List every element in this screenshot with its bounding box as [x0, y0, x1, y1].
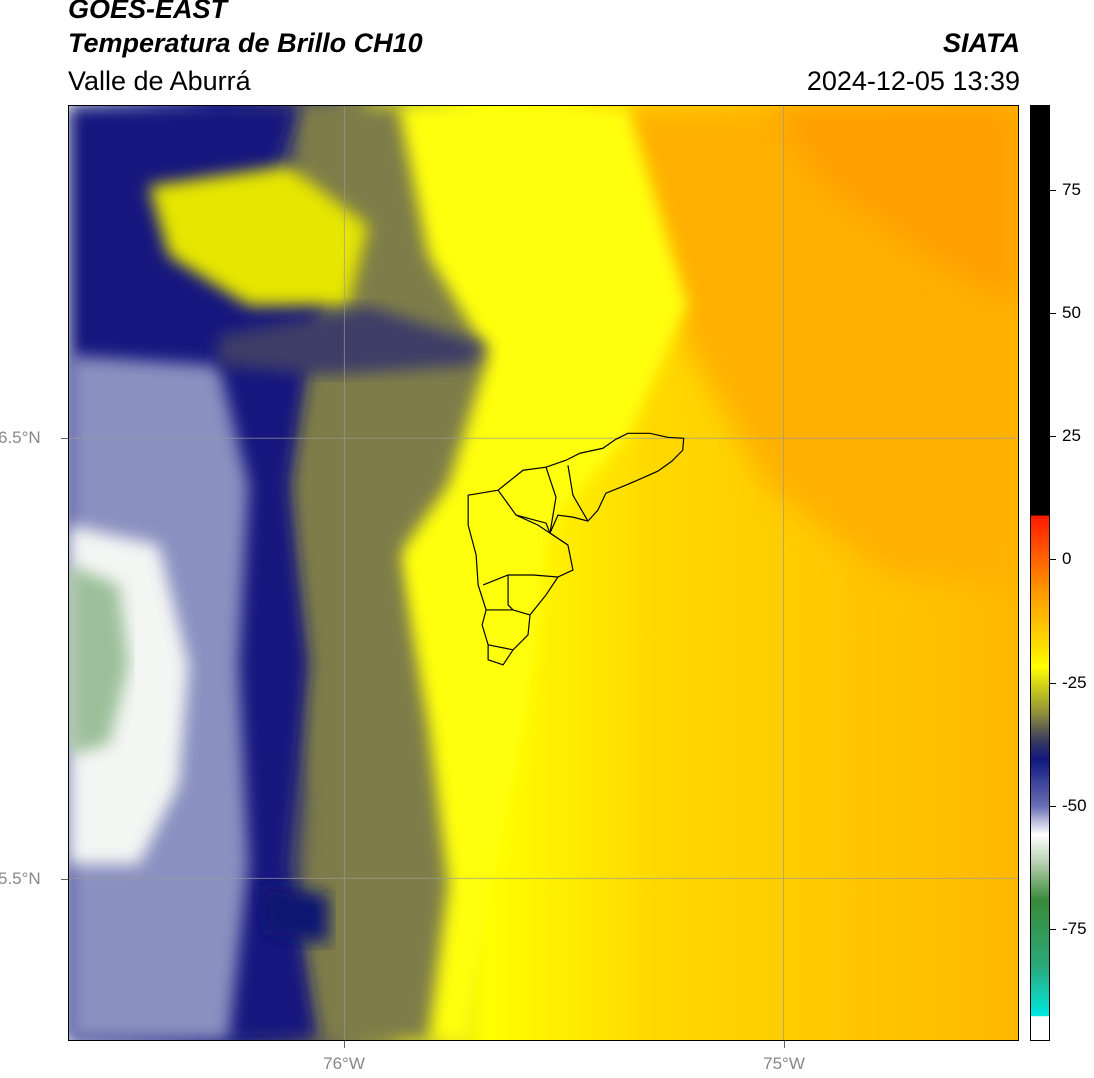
colorbar-tick-25 [1050, 436, 1056, 437]
satellite-map[interactable] [68, 105, 1019, 1041]
region-title: Valle de Aburrá [68, 66, 251, 96]
colorbar-label-minus-50: -50 [1062, 796, 1087, 815]
lon-tick-75w [784, 1041, 785, 1048]
timestamp-label: 2024-12-05 13:39 [806, 66, 1020, 96]
brand-label: SIATA [943, 28, 1020, 58]
colorbar-label-minus-75: -75 [1062, 919, 1087, 938]
colorbar-label-0: 0 [1062, 549, 1072, 568]
colorbar [1030, 105, 1050, 1041]
brightness-temperature-field [69, 106, 1018, 1040]
colorbar-tick-0 [1050, 559, 1056, 560]
lon-tick-76w [344, 1041, 345, 1048]
lat-label-6-5: 6.5°N [0, 428, 41, 447]
lon-label-75w: 75°W [763, 1054, 805, 1073]
lat-label-5-5: 5.5°N [0, 869, 41, 888]
colorbar-tick-minus-25 [1050, 683, 1056, 684]
satellite-title: GOES-EAST [68, 0, 228, 24]
colorbar-label-25: 25 [1062, 426, 1081, 445]
lat-tick-6-5 [61, 438, 68, 439]
colorbar-tick-75 [1050, 190, 1056, 191]
lat-tick-5-5 [61, 879, 68, 880]
colorbar-gradient [1031, 106, 1049, 1040]
colorbar-tick-minus-75 [1050, 929, 1056, 930]
colorbar-tick-minus-50 [1050, 806, 1056, 807]
product-title: Temperatura de Brillo CH10 [68, 28, 423, 58]
colorbar-label-50: 50 [1062, 303, 1081, 322]
municipal-boundaries [467, 432, 685, 666]
colorbar-tick-50 [1050, 313, 1056, 314]
lon-label-76w: 76°W [323, 1054, 365, 1073]
colorbar-label-75: 75 [1062, 180, 1081, 199]
colorbar-label-minus-25: -25 [1062, 673, 1087, 692]
